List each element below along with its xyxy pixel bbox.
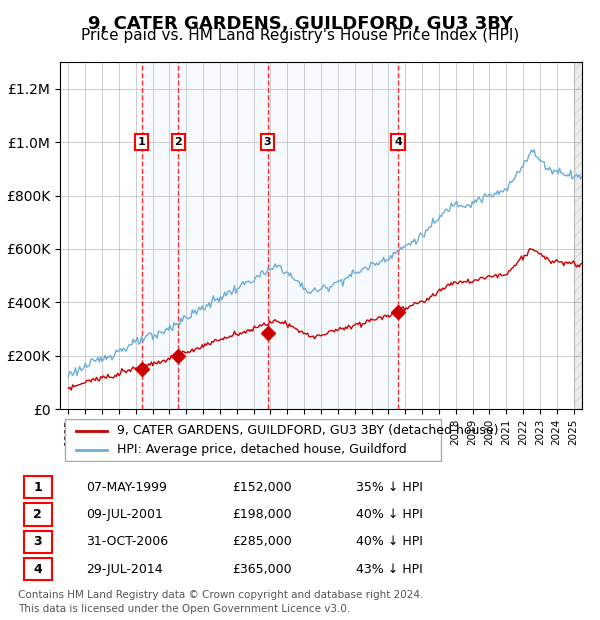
Text: 4: 4 <box>34 563 42 575</box>
Text: 29-JUL-2014: 29-JUL-2014 <box>86 563 163 575</box>
Text: Price paid vs. HM Land Registry's House Price Index (HPI): Price paid vs. HM Land Registry's House … <box>81 28 519 43</box>
Text: 35% ↓ HPI: 35% ↓ HPI <box>356 481 423 494</box>
Text: £198,000: £198,000 <box>232 508 292 521</box>
FancyBboxPatch shape <box>23 531 52 553</box>
Text: 1: 1 <box>138 137 146 147</box>
Bar <box>142 62 178 409</box>
Text: 1: 1 <box>34 481 42 494</box>
Bar <box>268 62 398 409</box>
Text: 07-MAY-1999: 07-MAY-1999 <box>86 481 167 494</box>
Text: 4: 4 <box>394 137 402 147</box>
Text: £152,000: £152,000 <box>232 481 292 494</box>
Text: 9, CATER GARDENS, GUILDFORD, GU3 3BY (detached house): 9, CATER GARDENS, GUILDFORD, GU3 3BY (de… <box>118 424 499 437</box>
Text: 40% ↓ HPI: 40% ↓ HPI <box>356 536 423 548</box>
Text: HPI: Average price, detached house, Guildford: HPI: Average price, detached house, Guil… <box>118 443 407 456</box>
Bar <box>574 62 582 409</box>
Text: 43% ↓ HPI: 43% ↓ HPI <box>356 563 423 575</box>
Text: 3: 3 <box>264 137 271 147</box>
Text: 40% ↓ HPI: 40% ↓ HPI <box>356 508 423 521</box>
Text: 31-OCT-2006: 31-OCT-2006 <box>86 536 168 548</box>
Text: 2: 2 <box>175 137 182 147</box>
Bar <box>178 62 268 409</box>
Text: £285,000: £285,000 <box>232 536 292 548</box>
Text: £365,000: £365,000 <box>232 563 292 575</box>
FancyBboxPatch shape <box>65 419 441 461</box>
Text: Contains HM Land Registry data © Crown copyright and database right 2024.: Contains HM Land Registry data © Crown c… <box>18 590 424 600</box>
FancyBboxPatch shape <box>23 558 52 580</box>
Text: 3: 3 <box>34 536 42 548</box>
FancyBboxPatch shape <box>23 503 52 526</box>
Text: This data is licensed under the Open Government Licence v3.0.: This data is licensed under the Open Gov… <box>18 604 350 614</box>
FancyBboxPatch shape <box>23 476 52 498</box>
Text: 09-JUL-2001: 09-JUL-2001 <box>86 508 163 521</box>
Text: 9, CATER GARDENS, GUILDFORD, GU3 3BY: 9, CATER GARDENS, GUILDFORD, GU3 3BY <box>88 16 512 33</box>
Text: 2: 2 <box>34 508 42 521</box>
